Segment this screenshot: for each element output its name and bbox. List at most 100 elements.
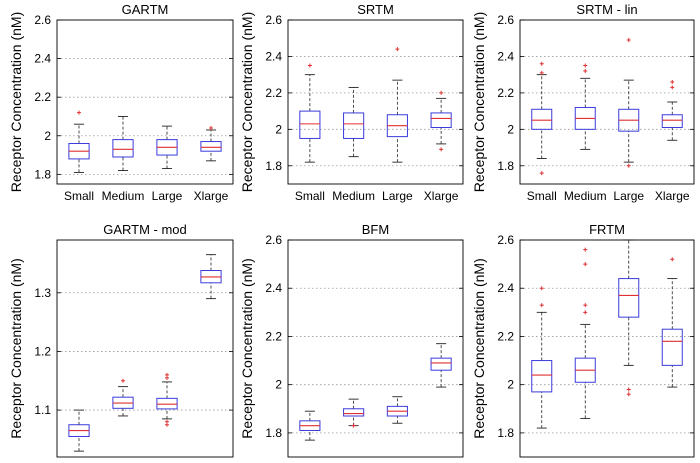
axes-frame	[519, 239, 695, 458]
box-iqr	[112, 139, 134, 158]
box-large	[386, 396, 408, 424]
y-tick-label: 2.2	[265, 86, 282, 100]
y-tick-label: 2.6	[265, 233, 282, 247]
plot-area	[520, 20, 694, 184]
box-iqr	[156, 397, 178, 410]
outlier-marker	[583, 247, 588, 252]
outlier-marker	[583, 63, 588, 68]
outlier-marker	[670, 257, 675, 262]
y-tick-label: 2	[507, 378, 514, 392]
chart-panel-1: 1.8 2 2.2 2.4 2.6 Small Medium Large Xlarge GARTM…	[8, 2, 234, 203]
outlier-marker	[539, 70, 544, 75]
chart-panel-6: 1.822.22.42.6SmallMediumLargeXlargeFRTMR…	[471, 222, 695, 463]
box-small	[68, 409, 90, 452]
y-tick-label: 2.4	[497, 281, 514, 295]
box-iqr	[661, 114, 683, 129]
outlier-marker	[77, 110, 81, 115]
y-tick-label: 2	[507, 122, 514, 136]
box-large	[618, 38, 640, 168]
box-iqr	[618, 278, 640, 318]
panel-title: SRTM - lin	[576, 2, 637, 17]
box-medium	[112, 378, 134, 417]
axes-frame	[56, 19, 234, 185]
axes-frame	[56, 239, 234, 458]
outlier-marker	[539, 171, 544, 176]
outlier-marker	[539, 303, 544, 308]
y-tick-label: 2.4	[34, 52, 51, 66]
box-large	[386, 47, 408, 163]
x-category-label: Large	[382, 189, 413, 203]
axes-frame	[519, 19, 695, 185]
box-xlarge	[661, 257, 683, 388]
outlier-marker	[583, 69, 588, 74]
y-tick-label: 2.2	[34, 90, 51, 104]
outlier-marker	[583, 262, 588, 267]
outlier-marker	[626, 392, 631, 397]
y-tick-label: 2.4	[265, 49, 282, 63]
outlier-marker	[626, 38, 631, 43]
axes-frame	[287, 19, 464, 185]
box-small	[531, 61, 553, 176]
plot-area	[57, 240, 233, 457]
panel-title: GARTM - mod	[103, 222, 187, 237]
box-iqr	[661, 328, 683, 366]
outlier-marker	[539, 61, 544, 66]
box-iqr	[430, 112, 452, 129]
y-axis-label: Receptor Concentration (nM)	[239, 12, 255, 193]
y-tick-label: 2.2	[497, 329, 514, 343]
panel-title: SRTM	[357, 2, 394, 17]
box-small	[531, 286, 553, 429]
axes-frame	[287, 239, 464, 458]
chart-panel-4: 1.11.21.3SmallMediumLargeXlargeGARTM - m…	[8, 222, 234, 463]
panel-title: FRTM	[589, 222, 625, 237]
y-tick-label: 1.2	[34, 344, 51, 358]
y-tick-label: 1.8	[265, 159, 282, 173]
box-medium	[574, 63, 596, 150]
box-small	[299, 63, 321, 163]
box-small	[299, 410, 321, 441]
y-tick-label: 2.2	[497, 86, 514, 100]
panel-title: BFM	[362, 222, 389, 237]
outlier-marker	[539, 286, 544, 291]
y-tick-label: 1.8	[497, 159, 514, 173]
y-tick-label: 2.2	[265, 329, 282, 343]
box-xlarge	[200, 254, 222, 300]
outlier-marker	[439, 90, 444, 95]
box-medium	[112, 116, 134, 171]
y-tick-label: 1.8	[34, 167, 51, 181]
y-tick-label: 2	[44, 129, 51, 143]
outlier-marker	[439, 147, 444, 152]
x-category-label: Small	[64, 189, 94, 203]
panel-title: GARTM	[122, 2, 169, 17]
outlier-marker	[209, 126, 213, 131]
x-category-label: Small	[295, 189, 325, 203]
outlier-marker	[165, 422, 169, 427]
y-axis-label: Receptor Concentration (nM)	[471, 12, 487, 193]
plot-area	[57, 20, 233, 184]
y-tick-label: 2.6	[497, 13, 514, 27]
y-tick-label: 2.4	[497, 49, 514, 63]
box-large	[156, 372, 178, 427]
box-iqr	[299, 110, 321, 139]
outlier-marker	[626, 387, 631, 392]
outlier-marker	[395, 47, 400, 52]
box-small	[68, 110, 90, 173]
outlier-marker	[626, 163, 631, 168]
outlier-marker	[670, 79, 675, 84]
x-category-label: Large	[152, 189, 183, 203]
box-medium	[574, 247, 596, 419]
plot-area	[520, 240, 694, 457]
y-tick-label: 1.1	[34, 403, 51, 417]
x-category-label: Small	[527, 189, 557, 203]
y-tick-label: 2.6	[34, 13, 51, 27]
y-axis-label: Receptor Concentration (nM)	[239, 258, 255, 439]
y-tick-label: 2.4	[265, 281, 282, 295]
box-iqr	[343, 408, 365, 417]
y-axis-label: Receptor Concentration (nM)	[471, 258, 487, 439]
box-xlarge	[200, 126, 222, 162]
y-axis-label: Receptor Concentration (nM)	[8, 258, 24, 439]
box-xlarge	[430, 90, 452, 152]
y-tick-label: 2.6	[497, 233, 514, 247]
y-tick-label: 2	[275, 378, 282, 392]
